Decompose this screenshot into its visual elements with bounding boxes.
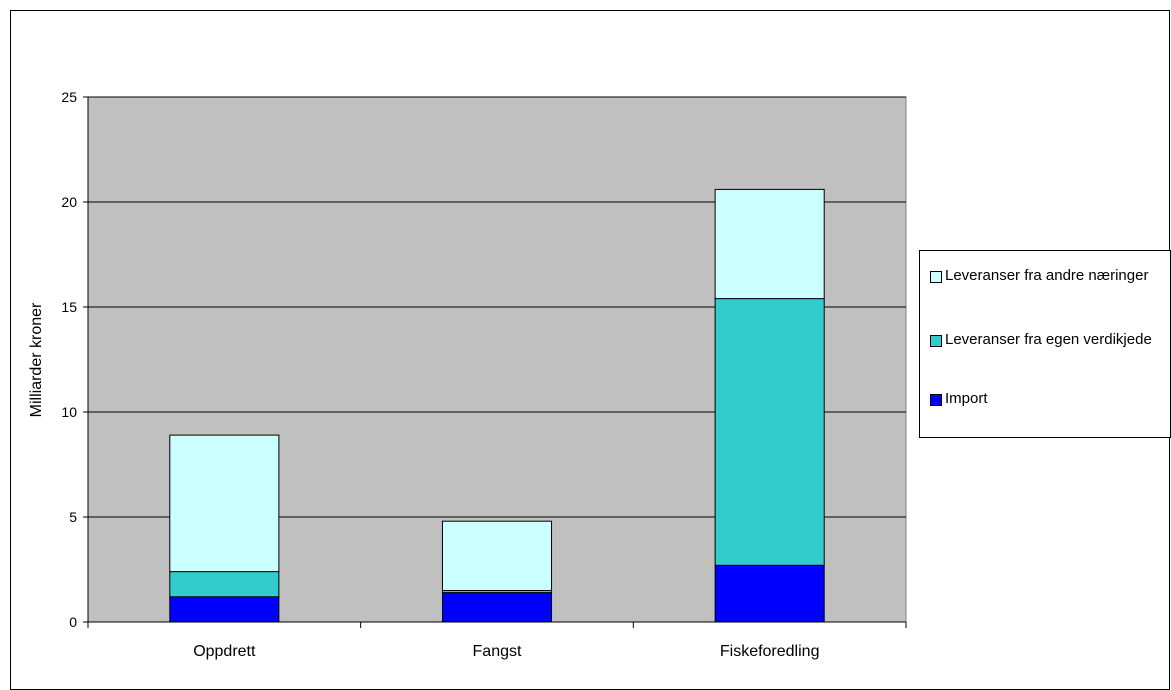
bar-oppdrett-series-2 — [169, 434, 280, 573]
stacked-bar-chart: 0 5 10 15 20 25 Oppdrett Fangst Fiskeforedling M… — [28, 89, 907, 660]
x-category-label: Fangst — [473, 643, 522, 660]
y-tick-label: 15 — [61, 299, 77, 315]
plot-area: 0 5 10 15 20 25 Oppdrett Fangst Fiskeforedling — [61, 89, 907, 660]
bar-oppdrett-series-0 — [169, 596, 280, 623]
bar-fiskeforedling-series-2 — [714, 188, 825, 300]
legend-label: Leveranser fra andre næringer — [945, 267, 1149, 284]
y-axis-title: Milliarder kroner — [28, 302, 45, 417]
x-category-label: Fiskeforedling — [720, 643, 820, 660]
y-tick-label: 20 — [61, 194, 77, 210]
bar-fangst-series-2 — [441, 520, 553, 592]
y-tick-label: 0 — [69, 614, 77, 630]
legend-label: Import — [945, 390, 988, 407]
legend-swatch — [930, 394, 942, 406]
bar-fiskeforedling-series-0 — [714, 564, 825, 623]
bar-fangst-series-0 — [441, 592, 553, 623]
legend-item: Leveranser fra egen verdikjede — [930, 330, 1160, 350]
y-tick-label: 5 — [69, 509, 77, 525]
legend-label: Leveranser fra egen verdikjede — [945, 331, 1152, 348]
y-tick-label: 10 — [61, 404, 77, 420]
legend-item: Import — [930, 389, 1160, 409]
x-category-label: Oppdrett — [193, 643, 256, 660]
bar-fiskeforedling-series-1 — [714, 298, 825, 566]
legend-item: Leveranser fra andre næringer — [930, 266, 1160, 286]
y-tick-label: 25 — [61, 89, 77, 105]
legend-swatch — [930, 335, 942, 347]
legend: Leveranser fra andre næringer Leveranser … — [919, 250, 1171, 438]
legend-swatch — [930, 271, 942, 283]
bar-oppdrett-series-1 — [169, 571, 280, 598]
